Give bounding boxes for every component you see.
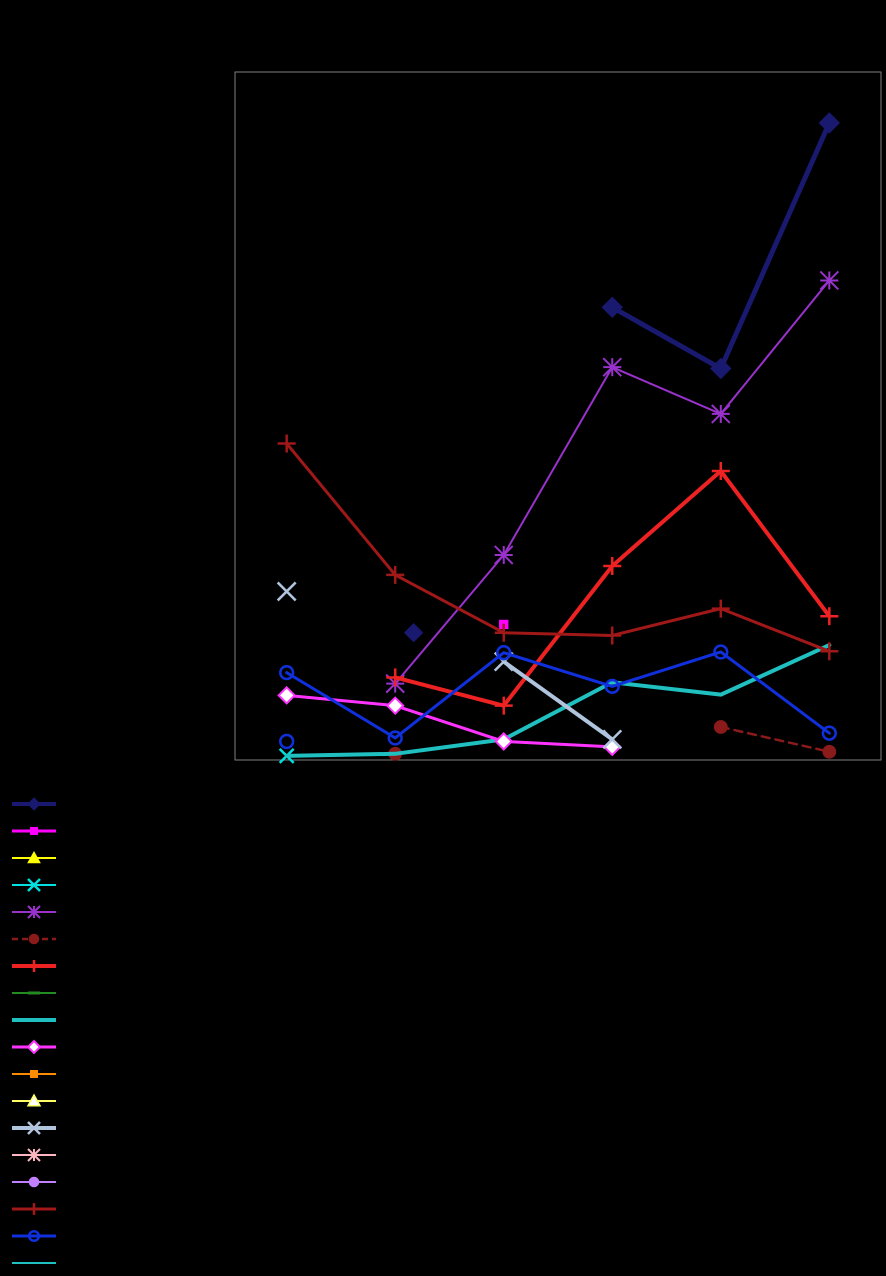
legend-swatch-s15 — [10, 1173, 58, 1191]
series-s1 — [602, 113, 839, 379]
legend-label-s15: Series 15 — [64, 1176, 110, 1188]
legend-label-s9: Series 9 — [64, 1014, 104, 1026]
legend-label-s1: Series 1 — [64, 798, 104, 810]
chart-canvas — [0, 0, 886, 1276]
legend-swatch-s16 — [10, 1200, 58, 1218]
legend-swatch-s6 — [10, 930, 58, 948]
legend-label-s7: Series 7 — [64, 960, 104, 972]
legend-label-s17: Series 17 — [64, 1230, 110, 1242]
legend-swatch-s7 — [10, 957, 58, 975]
legend-item-s8: Series 8 — [10, 979, 110, 1006]
legend-swatch-s14 — [10, 1146, 58, 1164]
legend-item-s1: Series 1 — [10, 790, 110, 817]
legend-swatch-s10 — [10, 1038, 58, 1056]
legend-label-s11: Series 11 — [64, 1068, 110, 1080]
legend-swatch-s12 — [10, 1092, 58, 1110]
legend-item-s12: Series 12 — [10, 1087, 110, 1114]
legend-item-s4: Series 4 — [10, 871, 110, 898]
legend-label-s12: Series 12 — [64, 1095, 110, 1107]
legend-item-s10: Series 10 — [10, 1033, 110, 1060]
legend-label-s14: Series 14 — [64, 1149, 110, 1161]
legend-label-s18: Series 18 — [64, 1257, 110, 1269]
legend-label-s13: Series 13 — [64, 1122, 110, 1134]
legend-swatch-s8 — [10, 984, 58, 1002]
legend-item-s5: Series 5 — [10, 898, 110, 925]
legend-swatch-s13 — [10, 1119, 58, 1137]
legend-item-s16: Series 16 — [10, 1195, 110, 1222]
legend-item-s7: Series 7 — [10, 952, 110, 979]
legend-swatch-s1 — [10, 795, 58, 813]
legend-label-s8: Series 8 — [64, 987, 104, 999]
legend-item-s2: Series 2 — [10, 817, 110, 844]
legend-swatch-s3 — [10, 849, 58, 867]
legend-swatch-s11 — [10, 1065, 58, 1083]
legend-label-s4: Series 4 — [64, 879, 104, 891]
legend-swatch-s5 — [10, 903, 58, 921]
chart-legend: Series 1 Series 2 Series 3 Series 4 Series 5… — [10, 790, 110, 1276]
legend-item-s3: Series 3 — [10, 844, 110, 871]
legend-item-s6: Series 6 — [10, 925, 110, 952]
series-s16 — [278, 435, 839, 661]
legend-swatch-s4 — [10, 876, 58, 894]
legend-swatch-s9 — [10, 1011, 58, 1029]
legend-swatch-s17 — [10, 1227, 58, 1245]
legend-swatch-s18 — [10, 1254, 58, 1272]
legend-item-s11: Series 11 — [10, 1060, 110, 1087]
legend-item-s15: Series 15 — [10, 1168, 110, 1195]
legend-item-s9: Series 9 — [10, 1006, 110, 1033]
extra-markers — [280, 624, 422, 748]
series-s7 — [386, 462, 838, 715]
legend-item-s13: Series 13 — [10, 1114, 110, 1141]
legend-label-s16: Series 16 — [64, 1203, 110, 1215]
legend-item-s17: Series 17 — [10, 1222, 110, 1249]
legend-label-s3: Series 3 — [64, 852, 104, 864]
series-s17 — [280, 646, 835, 745]
legend-label-s2: Series 2 — [64, 825, 104, 837]
legend-label-s5: Series 5 — [64, 906, 104, 918]
legend-label-s10: Series 10 — [64, 1041, 110, 1053]
legend-item-s18: Series 18 — [10, 1249, 110, 1276]
legend-label-s6: Series 6 — [64, 933, 104, 945]
legend-swatch-s2 — [10, 822, 58, 840]
legend-item-s14: Series 14 — [10, 1141, 110, 1168]
